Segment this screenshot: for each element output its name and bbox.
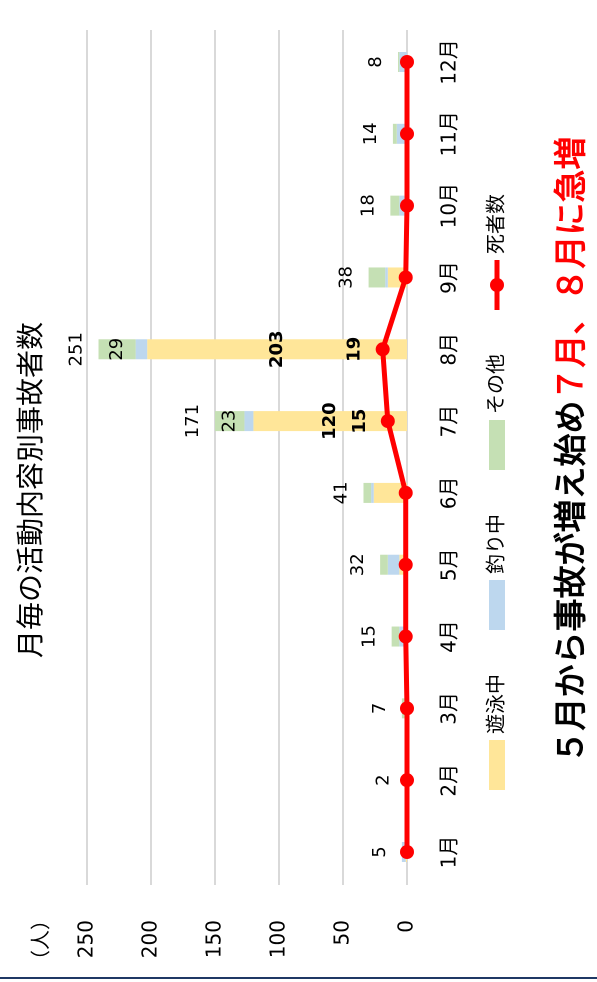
data-label: 203 [266, 330, 287, 368]
line-marker [400, 55, 414, 69]
data-label: 120 [319, 402, 340, 440]
legend-label: 遊泳中 [484, 674, 508, 734]
line-series [380, 62, 410, 852]
x-tick-label: 7月 [437, 405, 461, 438]
line-marker [400, 126, 414, 141]
y-tick-label: 150 [202, 920, 226, 958]
bar-segment [391, 626, 400, 647]
bar-segment [135, 339, 148, 360]
data-label: 19 [344, 337, 365, 362]
legend-marker [490, 278, 504, 292]
total-label: 171 [182, 404, 203, 438]
bar-segment [380, 554, 388, 575]
bar-segment [244, 411, 254, 432]
line-marker [400, 845, 414, 859]
line-marker [375, 342, 390, 357]
y-tick-label: 100 [266, 920, 290, 958]
annotation-part: ５月から事故が増え始め [551, 401, 590, 764]
total-label: 7 [369, 703, 390, 714]
line-marker [398, 557, 413, 572]
legend-label: その他 [484, 354, 508, 414]
line-marker [400, 773, 414, 788]
data-label: 15 [349, 409, 370, 434]
line-marker [400, 701, 414, 716]
bar-segment [387, 554, 400, 575]
x-tick-label: 6月 [437, 477, 461, 510]
bar-segment [147, 339, 407, 360]
x-tick-label: 11月 [437, 111, 461, 156]
legend-swatch [489, 740, 505, 790]
total-label: 15 [359, 625, 380, 648]
legend-swatch [489, 580, 505, 630]
total-label: 18 [357, 194, 378, 217]
chart-title: 月毎の活動内容別事故者数 [14, 322, 47, 658]
x-tick-label: 9月 [437, 261, 461, 294]
bar-segment [363, 482, 372, 503]
x-tick-label: 2月 [437, 764, 461, 797]
line-marker [398, 629, 413, 644]
y-unit: （人） [29, 910, 53, 970]
total-label: 32 [347, 553, 368, 576]
line-marker [398, 270, 413, 285]
x-tick-label: 4月 [437, 620, 461, 653]
bar-segment [392, 123, 397, 144]
x-tick-label: 8月 [437, 333, 461, 366]
y-tick-label: 200 [138, 920, 162, 958]
bar-segment [390, 195, 400, 216]
legend-swatch [489, 420, 505, 470]
bar-segment [253, 411, 407, 432]
line-marker [398, 485, 413, 500]
bar-segment [385, 267, 388, 288]
total-label: 14 [360, 122, 381, 145]
x-tick-label: 3月 [437, 692, 461, 725]
line-marker [400, 198, 414, 213]
legend-label: 釣り中 [484, 514, 508, 574]
x-tick-label: 1月 [437, 836, 461, 869]
bar-segment [398, 52, 400, 72]
y-tick-label: 0 [394, 920, 418, 933]
annotation-part: ７月、８月に急増 [551, 137, 590, 401]
total-label: 2 [373, 774, 394, 785]
total-label: 8 [365, 56, 386, 67]
y-tick-label: 50 [330, 920, 354, 945]
total-label: 41 [330, 481, 351, 504]
total-label: 251 [66, 332, 87, 366]
annotation: ５月から事故が増え始め７月、８月に急増 [551, 137, 590, 764]
bar-segment [98, 339, 136, 360]
x-tick-label: 10月 [437, 183, 461, 228]
legend-label: 死者数 [484, 194, 508, 254]
bar-segment [215, 411, 245, 432]
y-tick-label: 250 [74, 920, 98, 958]
x-tick-label: 5月 [437, 548, 461, 581]
line-marker [380, 414, 395, 429]
total-label: 38 [336, 266, 357, 289]
bar-segment [373, 482, 407, 503]
data-label: 23 [219, 410, 240, 433]
x-tick-label: 12月 [437, 39, 461, 84]
bar-segment [371, 482, 374, 503]
total-label: 5 [369, 846, 390, 857]
rotated-chart: 月毎の活動内容別事故者数 （人） 0 50 100 150 200 250 5 2 7 15 32 4… [14, 30, 590, 970]
data-label: 29 [106, 338, 127, 361]
bar-segment [368, 267, 386, 288]
